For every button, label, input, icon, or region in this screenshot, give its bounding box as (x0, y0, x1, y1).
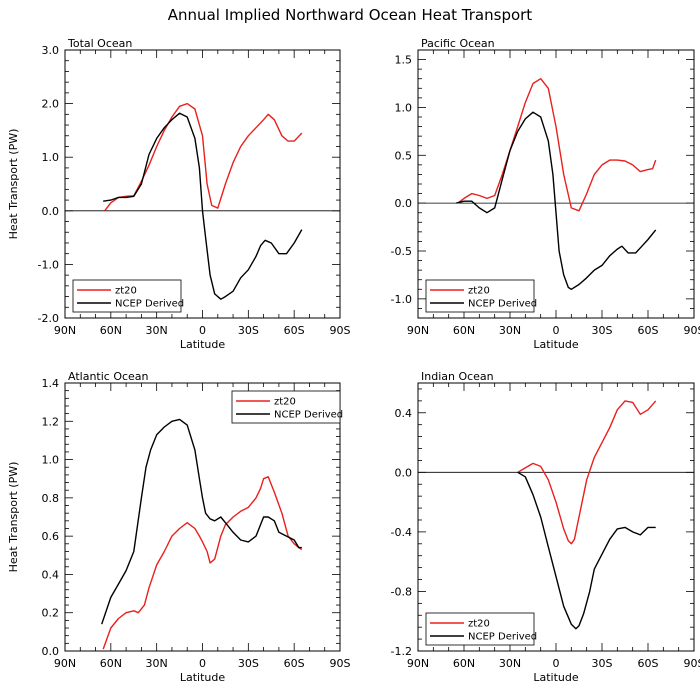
y-tick-label: 0.2 (42, 607, 60, 620)
y-tick-label: -1.2 (391, 645, 412, 658)
legend-label: NCEP Derived (468, 632, 537, 643)
x-tick-label: 30S (592, 657, 613, 670)
legend-label: zt20 (468, 286, 490, 297)
y-tick-label: 1.0 (395, 101, 413, 114)
legend-label: zt20 (115, 286, 137, 297)
legend-box (72, 279, 182, 313)
legend-label: NCEP Derived (274, 410, 343, 421)
series-line-zt20 (104, 102, 303, 212)
chart-panel-3: 0.0 0.2 0.4 0.6 0.8 1.0 1.2 1.4 90N 60N 30N 0 30S 60S… (7, 370, 351, 684)
x-tick-label: 0 (199, 324, 206, 337)
y-axis-title: Heat Transport (PW) (7, 129, 20, 240)
x-tick-label: 0 (199, 657, 206, 670)
x-tick-label: 60S (284, 657, 305, 670)
x-tick-label: 30N (499, 324, 521, 337)
x-tick-label: 90S (684, 324, 700, 337)
y-tick-label: 0.0 (42, 205, 60, 218)
x-tick-label: 60N (100, 324, 122, 337)
x-tick-label: 90S (684, 657, 700, 670)
x-axis-title: Latitude (180, 338, 226, 351)
chart-panel-4: -1.2 -0.8 -0.4 0.0 0.4 90N 60N 30N 0 30S 60S 90S Ind… (391, 370, 700, 684)
legend-box (231, 390, 341, 424)
y-tick-label: 2.0 (42, 98, 60, 111)
legend-box (425, 279, 535, 313)
y-tick-label: 0.0 (42, 645, 60, 658)
x-tick-label: 90N (54, 324, 76, 337)
y-tick-label: 3.0 (42, 44, 60, 57)
x-tick-label: 30S (238, 657, 259, 670)
x-tick-label: 60S (638, 324, 659, 337)
y-tick-label: -0.8 (391, 585, 412, 598)
plot-frame (417, 49, 695, 319)
legend-label: zt20 (468, 619, 490, 630)
y-tick-label: 1.5 (395, 54, 413, 67)
x-tick-label: 60N (100, 657, 122, 670)
legend-label: NCEP Derived (115, 299, 184, 310)
y-tick-label: 0.0 (395, 197, 413, 210)
x-axis-title: Latitude (180, 671, 226, 684)
series-line-zt20 (457, 77, 657, 212)
series-line-zt20 (517, 400, 657, 545)
x-tick-label: 60S (284, 324, 305, 337)
legend: zt20 NCEP Derived (72, 279, 184, 313)
plot-frame (64, 49, 341, 319)
panel-title: Indian Ocean (421, 370, 494, 383)
y-tick-label: 0.8 (42, 492, 60, 505)
x-tick-label: 30S (592, 324, 613, 337)
y-tick-label: -2.0 (38, 312, 59, 325)
y-tick-label: -1.0 (391, 293, 412, 306)
y-tick-label: -0.5 (391, 245, 412, 258)
chart-panel-2: -1.0 -0.5 0.0 0.5 1.0 1.5 90N 60N 30N 0 30S 60S 90S P… (391, 37, 700, 351)
y-tick-label: 0.5 (395, 149, 413, 162)
legend-label: NCEP Derived (468, 299, 537, 310)
y-axis-title: Heat Transport (PW) (7, 462, 20, 573)
legend-label: zt20 (274, 397, 296, 408)
y-tick-label: -1.0 (38, 258, 59, 271)
y-tick-label: 0.4 (395, 407, 413, 420)
y-tick-label: 0.4 (42, 568, 60, 581)
y-tick-label: 1.4 (42, 377, 60, 390)
x-tick-label: 0 (553, 657, 560, 670)
y-tick-label: 1.0 (42, 151, 60, 164)
y-tick-label: 1.2 (42, 415, 60, 428)
legend: zt20 NCEP Derived (231, 390, 343, 424)
figure-title: Annual Implied Northward Ocean Heat Tran… (168, 6, 533, 24)
x-tick-label: 60N (453, 657, 475, 670)
x-tick-label: 90N (407, 657, 429, 670)
x-tick-label: 60S (638, 657, 659, 670)
series-line-ncep-derived (101, 418, 302, 625)
x-tick-label: 30N (146, 657, 168, 670)
series-line-ncep-derived (517, 471, 656, 630)
legend: zt20 NCEP Derived (425, 612, 537, 646)
legend: zt20 NCEP Derived (425, 279, 537, 313)
legend-box (425, 612, 535, 646)
y-tick-label: 0.6 (42, 530, 60, 543)
x-tick-label: 60N (453, 324, 475, 337)
y-tick-label: -0.4 (391, 526, 412, 539)
x-tick-label: 90S (330, 324, 351, 337)
x-tick-label: 30N (146, 324, 168, 337)
x-axis-title: Latitude (533, 338, 579, 351)
x-tick-label: 30N (499, 657, 521, 670)
x-tick-label: 90N (54, 657, 76, 670)
series-line-zt20 (102, 476, 303, 650)
x-tick-label: 90S (330, 657, 351, 670)
panel-title: Total Ocean (67, 37, 132, 50)
x-tick-label: 90N (407, 324, 429, 337)
panel-title: Pacific Ocean (421, 37, 495, 50)
y-tick-label: 0.0 (395, 466, 413, 479)
x-axis-title: Latitude (533, 671, 579, 684)
series-line-ncep-derived (103, 112, 303, 300)
chart-panel-1: -2.0 -1.0 0.0 1.0 2.0 3.0 90N 60N 30N 0 30S 60S 90S T… (7, 37, 351, 351)
y-tick-label: 1.0 (42, 454, 60, 467)
panel-title: Atlantic Ocean (68, 370, 149, 383)
plot-frame (417, 382, 695, 652)
x-tick-label: 30S (238, 324, 259, 337)
series-line-ncep-derived (456, 111, 657, 290)
x-tick-label: 0 (553, 324, 560, 337)
